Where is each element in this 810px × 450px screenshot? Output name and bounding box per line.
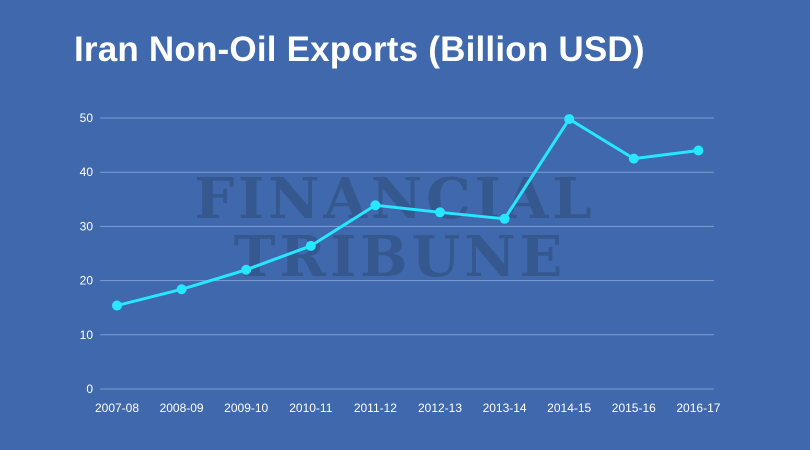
- y-axis-ticks: 0 10 20 30 40 50: [80, 111, 94, 396]
- data-point: [499, 213, 510, 224]
- x-tick-label: 2016-17: [676, 401, 720, 415]
- y-tick-label: 0: [86, 382, 93, 396]
- data-point: [112, 300, 122, 311]
- x-tick-label: 2012-13: [418, 401, 462, 415]
- data-point: [693, 145, 704, 156]
- x-tick-label: 2015-16: [612, 401, 656, 415]
- watermark-line1: FINANCIAL: [194, 166, 595, 232]
- x-axis-ticks: 2007-08 2008-09 2009-10 2010-11 2011-12 2012-…: [95, 401, 721, 415]
- data-point: [241, 264, 252, 275]
- x-tick-label: 2007-08: [95, 401, 139, 415]
- data-point: [435, 207, 445, 218]
- series-line: [116, 117, 699, 307]
- chart-title: Iran Non-Oil Exports (Billion USD): [74, 30, 645, 69]
- x-tick-label: 2010-11: [289, 401, 332, 415]
- data-point: [628, 153, 639, 164]
- y-tick-label: 20: [80, 274, 94, 288]
- x-tick-label: 2009-10: [224, 401, 268, 415]
- watermark: FINANCIAL TRIBUNE: [194, 166, 595, 290]
- data-point: [370, 200, 381, 211]
- data-point: [305, 240, 316, 251]
- y-tick-label: 50: [80, 111, 94, 125]
- watermark-line2: TRIBUNE: [234, 224, 566, 290]
- y-tick-label: 30: [80, 219, 94, 233]
- x-tick-label: 2008-09: [160, 401, 204, 415]
- x-tick-label: 2011-12: [354, 401, 397, 415]
- y-tick-label: 10: [80, 328, 94, 342]
- y-tick-label: 40: [80, 165, 94, 179]
- gridlines: [100, 117, 714, 390]
- data-point: [564, 114, 575, 125]
- data-point: [176, 284, 187, 295]
- series: [112, 114, 704, 311]
- x-tick-label: 2014-15: [547, 401, 591, 415]
- x-tick-label: 2013-14: [483, 401, 527, 415]
